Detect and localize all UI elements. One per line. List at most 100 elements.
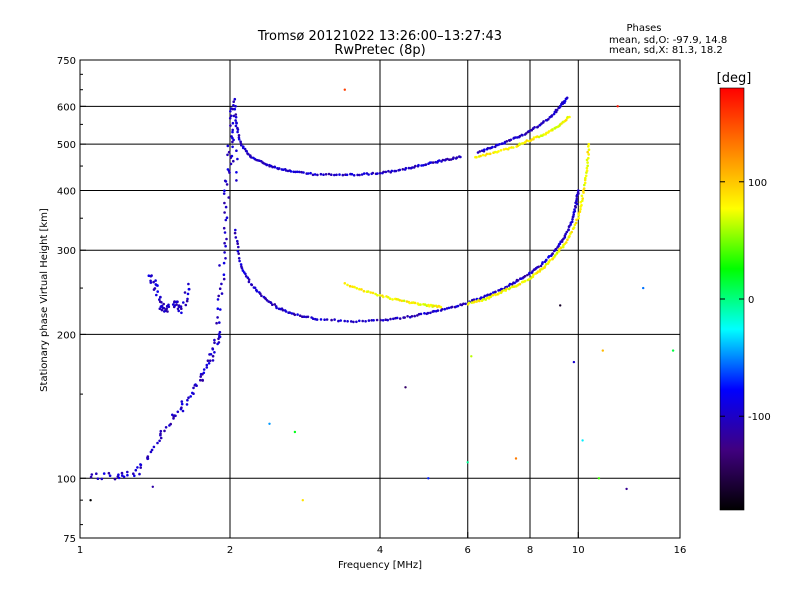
data-point [352, 174, 356, 177]
data-point [223, 189, 226, 192]
data-point [586, 150, 589, 154]
data-point [568, 115, 571, 119]
data-point [518, 142, 521, 146]
data-point [388, 297, 392, 301]
data-point [482, 298, 485, 301]
data-point [233, 97, 237, 101]
data-point [259, 292, 262, 296]
data-point [450, 305, 454, 309]
data-point [516, 279, 520, 282]
data-point [235, 179, 238, 182]
data-point [306, 315, 310, 319]
data-point [324, 173, 328, 176]
series-points [474, 115, 571, 159]
series-points [343, 282, 443, 309]
data-point [202, 368, 206, 371]
data-point [493, 150, 497, 154]
data-point [187, 282, 190, 286]
chart-subtitle: RwPretec (8p) [334, 43, 425, 58]
data-point [179, 305, 183, 308]
data-point [232, 104, 235, 107]
data-point [333, 318, 336, 321]
stats-header: Phases [626, 23, 661, 34]
data-point [225, 216, 229, 219]
data-point [371, 171, 375, 175]
data-point [369, 291, 373, 294]
data-point [501, 142, 504, 145]
data-point [348, 284, 352, 288]
data-point [389, 317, 392, 321]
data-point [233, 231, 237, 235]
data-point [234, 115, 238, 119]
data-point [376, 294, 379, 297]
x-axis-label: Frequency [MHz] [338, 560, 422, 571]
data-point [193, 384, 197, 387]
y-tick-label: 750 [57, 56, 76, 67]
data-point [356, 173, 359, 177]
data-point [559, 104, 562, 108]
data-point [236, 128, 240, 131]
data-point [361, 319, 365, 323]
data-point [241, 269, 245, 272]
data-point [338, 173, 341, 176]
data-point [432, 304, 436, 308]
x-tick-label: 10 [572, 545, 585, 556]
stats-o-line: mean, sd,O: -97.9, 14.8 [609, 35, 727, 46]
data-point [486, 146, 490, 150]
data-point [360, 288, 363, 291]
data-point [372, 319, 375, 322]
data-point [551, 128, 554, 131]
data-point [217, 333, 221, 336]
colorbar-tick-label: 100 [748, 178, 767, 189]
data-point [575, 218, 578, 222]
data-point [187, 287, 191, 291]
data-point [489, 295, 493, 299]
data-point [207, 362, 211, 365]
data-point [337, 319, 340, 323]
data-point [384, 318, 388, 322]
data-point [552, 112, 556, 116]
data-point [470, 301, 474, 304]
colorbar-unit: [deg] [717, 71, 752, 86]
data-point [246, 276, 250, 280]
data-point [555, 251, 559, 254]
data-point [479, 296, 483, 299]
data-point [206, 359, 210, 363]
data-point [222, 192, 226, 195]
data-point [189, 395, 192, 398]
data-point [213, 351, 216, 354]
data-point [174, 414, 177, 418]
data-point [216, 307, 220, 311]
data-point [563, 99, 567, 103]
data-point [216, 298, 220, 301]
data-point [223, 179, 227, 183]
data-point [306, 172, 310, 175]
data-point [518, 134, 522, 138]
data-point [521, 142, 525, 145]
data-point [508, 282, 512, 286]
data-point [311, 317, 315, 321]
data-point [231, 107, 235, 111]
data-point [149, 450, 153, 454]
data-point [555, 108, 559, 112]
data-point [456, 304, 460, 308]
data-point [375, 318, 379, 322]
data-point [150, 448, 154, 452]
data-point [171, 413, 174, 417]
data-point [362, 289, 366, 293]
stats-x-line: mean, sd,X: 81.3, 18.2 [609, 45, 723, 56]
data-point [167, 305, 171, 309]
data-point [422, 164, 425, 167]
data-point [158, 298, 161, 301]
data-point [225, 183, 229, 186]
data-point [238, 259, 241, 263]
data-point [525, 139, 529, 142]
data-point [564, 232, 567, 236]
y-axis-label: Stationary phase Virtual Height [km] [39, 208, 50, 392]
data-point [202, 371, 206, 375]
data-point [271, 165, 274, 169]
data-point [240, 267, 244, 270]
data-point [235, 121, 238, 124]
data-point [574, 204, 577, 208]
